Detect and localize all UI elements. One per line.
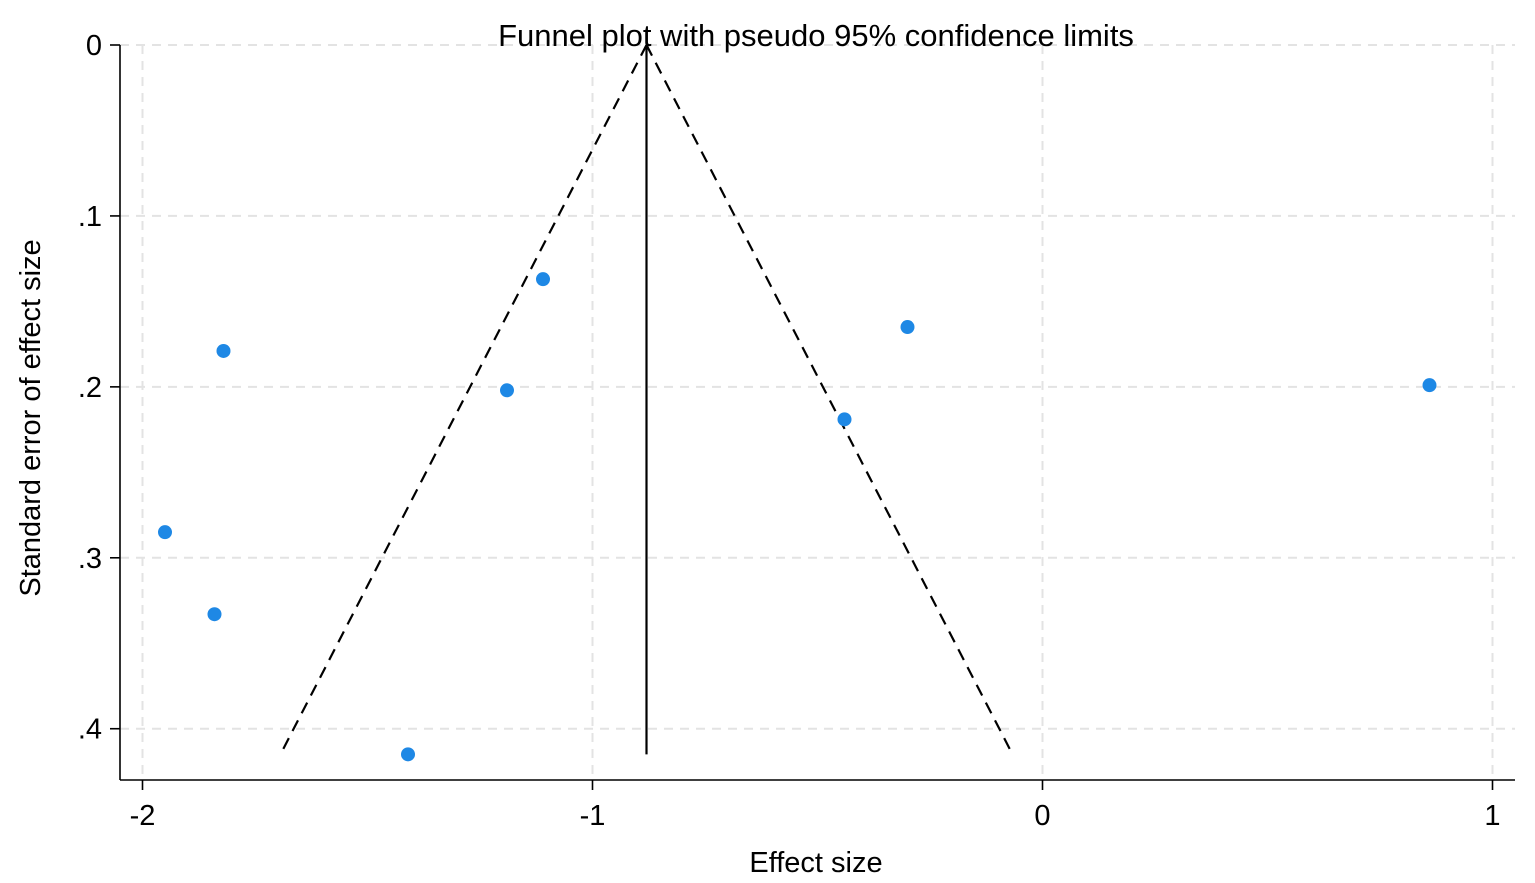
study-point [536, 272, 550, 287]
study-point [158, 525, 172, 540]
y-tick-label: 0 [86, 30, 102, 62]
x-axis-label: Effect size [749, 847, 882, 879]
lower-confidence-limit [279, 44, 648, 755]
y-tick-label: .1 [78, 201, 102, 233]
y-tick-label: .3 [78, 543, 102, 575]
x-tick-label: -2 [130, 800, 156, 832]
study-point [837, 412, 852, 427]
study-point [216, 343, 231, 358]
study-point [500, 383, 514, 398]
y-axis-label: Standard error of effect size [15, 239, 47, 596]
x-tick-label: -1 [580, 800, 606, 832]
axis-ticks: -2 -1 0 1 0 .1 .2 .3 .4 [78, 30, 1501, 832]
funnel-limits [279, 44, 1014, 755]
study-point [207, 607, 222, 622]
study-points [158, 272, 1437, 762]
study-point [401, 747, 415, 762]
study-point [900, 320, 915, 335]
chart-title: Funnel plot with pseudo 95% confidence l… [498, 18, 1134, 53]
y-tick-label: .4 [78, 714, 102, 746]
study-point [1422, 378, 1437, 393]
x-tick-label: 1 [1484, 800, 1500, 832]
grid-lines [120, 44, 1515, 780]
upper-confidence-limit [645, 44, 1014, 755]
x-tick-label: 0 [1034, 800, 1050, 832]
y-tick-label: .2 [78, 372, 102, 404]
